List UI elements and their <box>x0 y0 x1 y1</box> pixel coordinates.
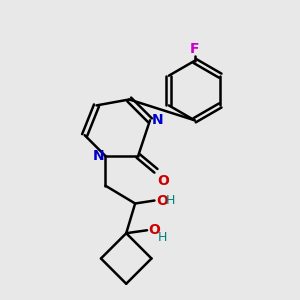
Text: H: H <box>158 231 167 244</box>
Text: O: O <box>158 174 169 188</box>
Text: O: O <box>148 223 160 237</box>
Text: N: N <box>92 149 104 163</box>
Text: F: F <box>190 42 199 56</box>
Text: H: H <box>166 194 175 207</box>
Text: N: N <box>152 113 163 127</box>
Text: O: O <box>156 194 168 208</box>
